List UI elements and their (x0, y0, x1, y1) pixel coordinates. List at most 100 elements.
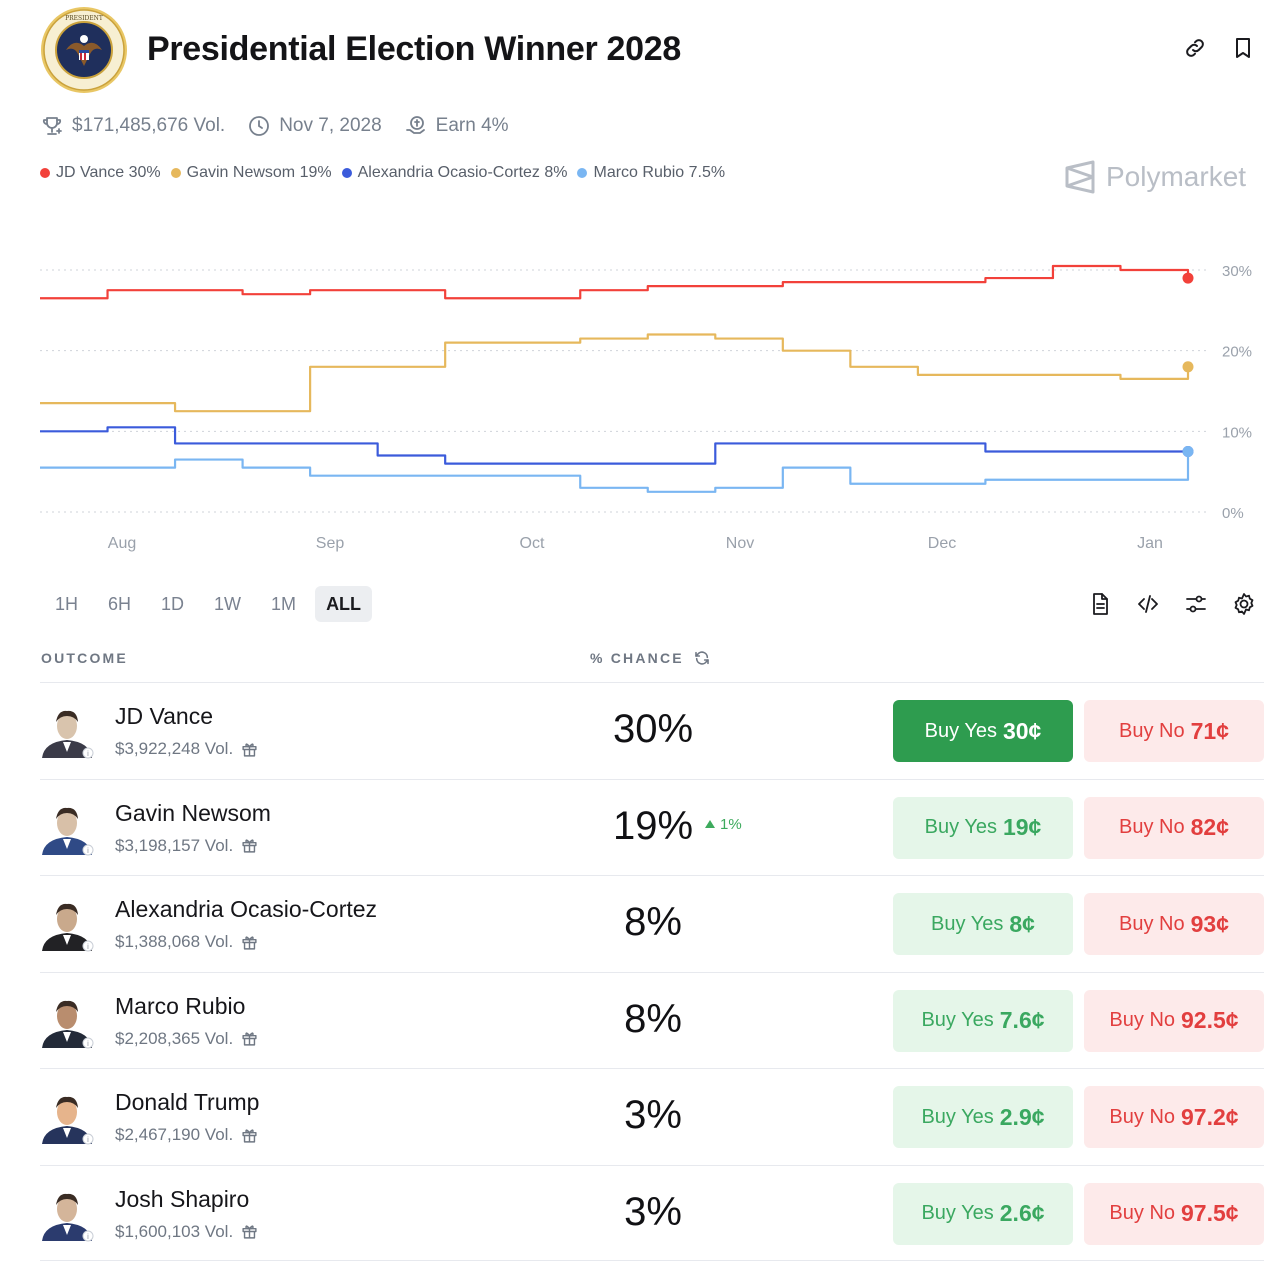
presidential-seal-icon: PRESIDENT (41, 7, 127, 93)
chance-delta: 1% (704, 816, 742, 833)
outcome-row[interactable]: i Josh Shapiro $1,600,103 Vol. 3% Buy Yes 2.6… (40, 1164, 1264, 1261)
gift-icon[interactable] (241, 1223, 258, 1240)
y-tick-label: 20% (1222, 344, 1252, 361)
buy-no-button[interactable]: Buy No 97.5¢ (1084, 1182, 1264, 1245)
gift-icon[interactable] (241, 837, 258, 854)
market-header: PRESIDENT Presidential Election Winner 2… (40, 6, 1270, 94)
buy-no-button[interactable]: Buy No 82¢ (1084, 796, 1264, 859)
gift-icon[interactable] (241, 741, 258, 758)
buy-yes-button[interactable]: Buy Yes 2.6¢ (893, 1182, 1073, 1245)
buy-no-button[interactable]: Buy No 71¢ (1084, 700, 1264, 762)
candidate-name[interactable]: Gavin Newsom (115, 799, 271, 826)
svg-text:i: i (87, 1233, 89, 1241)
range-button-all[interactable]: ALL (315, 586, 373, 622)
chance-value: 19% (612, 803, 694, 848)
candidate-volume: $3,198,157 Vol. (115, 836, 258, 856)
buy-no-button[interactable]: Buy No 93¢ (1084, 893, 1264, 955)
chart-legend: JD Vance 30% Gavin Newsom 19% Alexandria… (40, 164, 735, 182)
time-range-selector: 1H 6H 1D 1W 1M ALL (44, 586, 380, 622)
x-tick-label: Aug (108, 535, 136, 552)
y-tick-label: 30% (1222, 263, 1252, 280)
gift-icon[interactable] (241, 1127, 258, 1144)
clock-icon (249, 116, 270, 136)
x-tick-label: Sep (316, 535, 345, 552)
range-button-1w[interactable]: 1W (214, 593, 242, 614)
gift-icon[interactable] (241, 1030, 258, 1047)
outcome-row[interactable]: i Alexandria Ocasio-Cortez $1,388,068 Vol.… (40, 875, 1264, 972)
series-endpoint-3 (1182, 446, 1194, 457)
buy-yes-price: 19¢ (1002, 814, 1042, 840)
volume-stat: $171,485,676 Vol. (40, 114, 225, 138)
price-history-chart[interactable]: 30% 20% 10% 0% Aug Sep Oct Nov Dec Jan (0, 240, 1280, 560)
outcome-row[interactable]: i Donald Trump $2,467,190 Vol. 3% Buy Yes 2.9… (40, 1068, 1264, 1165)
series-line-0[interactable] (40, 264, 1190, 300)
buy-no-button[interactable]: Buy No 97.2¢ (1084, 1086, 1264, 1148)
volume-text: $2,208,365 Vol. (115, 1028, 234, 1048)
buy-yes-button[interactable]: Buy Yes 2.9¢ (893, 1086, 1073, 1148)
legend-label: Marco Rubio 7.5% (593, 164, 726, 181)
buy-no-price: 97.5¢ (1181, 1200, 1239, 1226)
buy-yes-price: 2.9¢ (999, 1103, 1045, 1130)
legend-label: Gavin Newsom 19% (186, 164, 332, 181)
coin-hand-icon (405, 116, 425, 134)
buy-no-label: Buy No (1119, 816, 1185, 838)
buy-no-label: Buy No (1109, 1009, 1176, 1031)
chance-header-label: % CHANCE (590, 650, 684, 666)
buy-yes-button[interactable]: Buy Yes 7.6¢ (893, 989, 1073, 1052)
buy-no-price: 93¢ (1190, 910, 1229, 937)
range-button-6h[interactable]: 6H (108, 593, 132, 614)
series-line-1[interactable] (40, 333, 1190, 413)
buy-yes-button[interactable]: Buy Yes 19¢ (893, 796, 1073, 859)
buy-yes-button[interactable]: Buy Yes 30¢ (893, 700, 1073, 762)
outcome-row[interactable]: i Gavin Newsom $3,198,157 Vol. 19% 1% Buy Yes… (40, 778, 1264, 876)
document-icon[interactable] (1088, 592, 1112, 616)
buy-yes-label: Buy Yes (924, 816, 997, 838)
svg-text:PRESIDENT: PRESIDENT (65, 15, 103, 22)
outcome-list: i JD Vance $3,922,248 Vol. 30% Buy Yes 30¢ Buy… (40, 682, 1264, 1261)
buy-yes-price: 8¢ (1009, 910, 1035, 937)
candidate-avatar: i (40, 897, 94, 952)
range-button-1m[interactable]: 1M (271, 593, 297, 614)
candidate-volume: $3,922,248 Vol. (115, 739, 258, 759)
candidate-name[interactable]: Alexandria Ocasio-Cortez (115, 896, 378, 922)
buy-no-button[interactable]: Buy No 92.5¢ (1084, 989, 1264, 1052)
candidate-avatar: i (40, 1090, 94, 1145)
gift-icon[interactable] (241, 934, 258, 951)
volume-text: $171,485,676 Vol. (72, 115, 226, 136)
buy-yes-price: 2.6¢ (999, 1200, 1045, 1226)
candidate-avatar: i (40, 993, 94, 1048)
settings-gear-icon[interactable] (1232, 592, 1256, 616)
candidate-name[interactable]: Josh Shapiro (115, 1185, 250, 1212)
svg-text:i: i (87, 847, 89, 855)
buy-yes-label: Buy Yes (924, 719, 997, 742)
candidate-name[interactable]: JD Vance (115, 703, 214, 729)
chance-column-header[interactable]: % CHANCE (590, 650, 710, 666)
buy-no-label: Buy No (1119, 719, 1185, 742)
volume-text: $3,198,157 Vol. (115, 835, 234, 855)
refresh-icon[interactable] (694, 650, 710, 666)
link-icon[interactable] (1183, 36, 1207, 60)
candidate-name[interactable]: Donald Trump (115, 1089, 260, 1115)
earn-stat[interactable]: Earn 4% (404, 114, 509, 138)
outcome-row[interactable]: i Marco Rubio $2,208,365 Vol. 8% Buy Yes 7.6¢… (40, 971, 1264, 1069)
chance-value: 3% (624, 1189, 682, 1234)
series-line-3[interactable] (40, 451, 1190, 493)
candidate-avatar: i (40, 704, 94, 759)
x-tick-label: Dec (928, 535, 956, 552)
series-endpoint-1 (1182, 361, 1194, 373)
range-button-1h[interactable]: 1H (55, 593, 79, 614)
buy-no-price: 97.2¢ (1181, 1103, 1239, 1130)
up-triangle-icon (705, 820, 715, 828)
outcome-row[interactable]: i JD Vance $3,922,248 Vol. 30% Buy Yes 30¢ Buy… (40, 682, 1264, 779)
legend-dot (341, 168, 352, 178)
legend-dot (40, 168, 50, 178)
embed-code-icon[interactable] (1136, 592, 1160, 616)
candidate-avatar: i (40, 1186, 94, 1241)
series-line-2[interactable] (40, 426, 1188, 465)
bookmark-icon[interactable] (1231, 36, 1255, 60)
buy-yes-button[interactable]: Buy Yes 8¢ (893, 893, 1073, 955)
sliders-icon[interactable] (1184, 592, 1208, 616)
x-tick-label: Nov (726, 535, 754, 552)
candidate-name[interactable]: Marco Rubio (115, 992, 246, 1019)
range-button-1d[interactable]: 1D (161, 593, 185, 614)
